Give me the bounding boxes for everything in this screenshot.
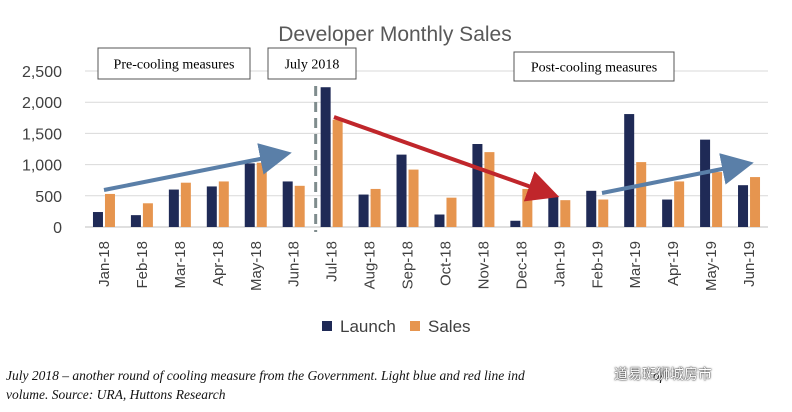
bar-launch (282, 181, 293, 227)
bar-launch (244, 163, 255, 227)
bar-launch (472, 144, 483, 227)
bar-sales (598, 199, 609, 227)
bar-launch (510, 220, 521, 227)
bar-launch (662, 199, 673, 227)
bar-sales (332, 119, 343, 227)
x-tick-label: May-18 (248, 241, 265, 291)
chart-title: Developer Monthly Sales (278, 23, 511, 46)
bar-sales (408, 169, 419, 227)
bar-sales (142, 203, 153, 227)
bar-sales (180, 182, 191, 227)
legend-swatch-launch (322, 321, 332, 331)
bar-launch (396, 154, 407, 227)
x-tick-label: Feb-18 (134, 241, 151, 289)
bar-launch (700, 139, 711, 227)
legend-label-sales: Sales (428, 317, 471, 336)
x-tick-label: Jan-19 (551, 241, 568, 287)
bar-sales (636, 162, 647, 227)
bar-launch (168, 189, 179, 227)
bar-sales (522, 188, 533, 227)
july-2018-label: July 2018 (285, 58, 340, 73)
bar-launch (434, 214, 445, 227)
x-tick-label: Nov-18 (475, 241, 492, 289)
bar-launch (92, 212, 103, 227)
bar-sales (370, 188, 381, 227)
post-cooling-label: Post-cooling measures (531, 61, 657, 76)
x-tick-label: Mar-19 (627, 241, 644, 289)
bar-sales (712, 172, 723, 227)
caption-line-2: volume. Source: URA, Huttons Research (6, 387, 226, 402)
caption-line-1: July 2018 – another round of cooling mea… (6, 368, 525, 383)
bar-sales (294, 185, 305, 227)
x-tick-label: Sep-18 (400, 241, 417, 289)
post-cooling-decline-arrow (333, 115, 560, 202)
bar-launch (130, 215, 141, 227)
x-tick-label: Apr-18 (210, 241, 227, 286)
post-cooling-box (513, 51, 675, 82)
x-tick-label: Oct-18 (437, 241, 454, 286)
bar-sales (750, 177, 761, 227)
bar-launch (206, 186, 217, 227)
x-tick-label: Jun-18 (286, 241, 303, 287)
bar-sales (674, 181, 685, 227)
bar-sales (218, 181, 229, 227)
legend-label-launch: Launch (340, 317, 396, 336)
bar-sales (104, 193, 115, 227)
post-cooling-trend-arrow (601, 153, 754, 195)
pre-cooling-trend-arrow (103, 143, 292, 192)
x-tick-label: May-19 (703, 241, 720, 291)
x-tick-label: Apr-19 (665, 241, 682, 286)
x-tick-label: Jan-18 (96, 241, 113, 287)
bar-launch (738, 185, 749, 227)
pre-cooling-label: Pre-cooling measures (114, 58, 235, 73)
bar-sales (256, 162, 267, 227)
y-tick-label: 2,500 (22, 64, 62, 81)
chart-svg: Developer Monthly Sales 0 500 1,000 1,500 2,0… (22, 23, 768, 336)
x-tick-label: Mar-18 (172, 241, 189, 289)
y-tick-label: 1,000 (22, 158, 62, 175)
bar-sales (560, 200, 571, 227)
chart: Developer Monthly Sales 0 500 1,000 1,500 2,0… (22, 23, 768, 336)
x-tick-label: Dec-18 (513, 241, 530, 289)
y-tick-label: 0 (53, 220, 62, 237)
bar-sales (446, 197, 457, 227)
watermark: 道易斑狮城房市 (614, 367, 712, 383)
legend-swatch-sales (410, 321, 420, 331)
bar-sales (484, 152, 495, 227)
x-tick-label: Jun-19 (741, 241, 758, 287)
bar-launch (358, 194, 369, 227)
y-tick-label: 2,000 (22, 95, 62, 112)
y-tick-label: 500 (35, 189, 62, 206)
bar-launch (548, 196, 559, 227)
bar-launch (586, 190, 597, 227)
bar-launch (320, 87, 331, 227)
y-tick-label: 1,500 (22, 126, 62, 143)
pre-cooling-box (97, 47, 251, 80)
caption-line-1-end: of (652, 368, 664, 383)
x-tick-label: Aug-18 (362, 241, 379, 289)
x-tick-label: Jul-18 (324, 241, 341, 282)
bar-launch (624, 114, 635, 227)
july-2018-box (267, 47, 357, 80)
x-tick-label: Feb-19 (589, 241, 606, 289)
caption: July 2018 – another round of cooling mea… (6, 366, 790, 404)
